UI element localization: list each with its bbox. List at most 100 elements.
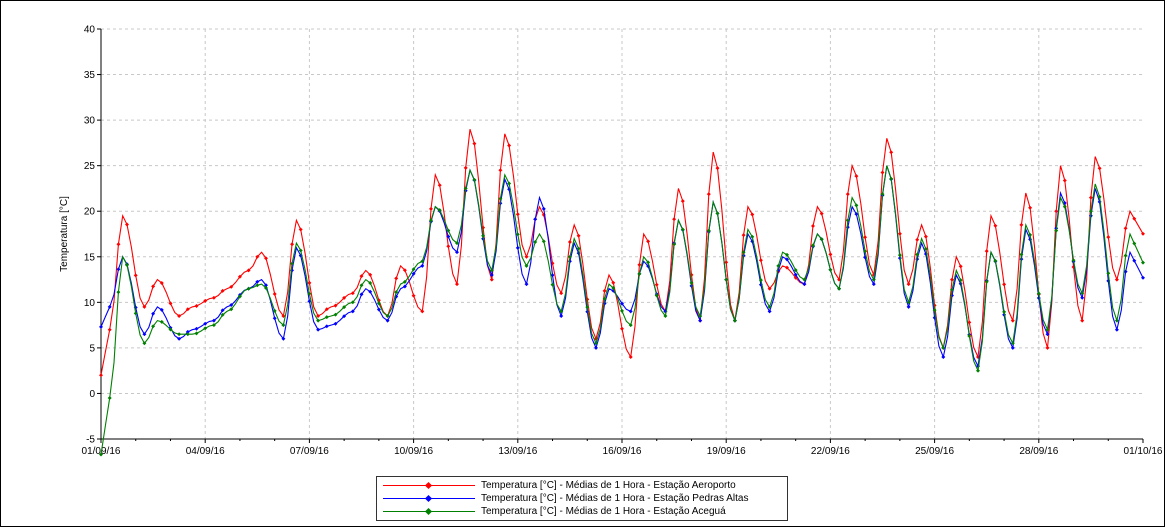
data-point [915, 252, 920, 257]
data-point [698, 318, 703, 323]
data-point [133, 311, 138, 316]
data-point [732, 318, 737, 323]
data-point [394, 290, 399, 295]
data-point [1106, 235, 1111, 240]
data-point [194, 304, 199, 308]
data-point [1002, 309, 1007, 314]
data-point [107, 327, 112, 332]
x-tick-label: 13/09/16 [498, 446, 537, 457]
data-point [654, 282, 659, 287]
data-point [116, 242, 121, 247]
data-point [1097, 194, 1102, 199]
data-point [854, 174, 859, 179]
data-point [203, 326, 208, 331]
x-axis-ticks: 01/09/16 04/09/16 07/09/16 10/09/16 13/09/16… [82, 439, 1163, 457]
data-point [290, 242, 295, 247]
data-point [203, 321, 208, 326]
data-point [1028, 205, 1033, 210]
legend-swatch-marker [424, 481, 433, 490]
x-tick-label: 25/09/16 [915, 446, 954, 457]
data-point [489, 277, 494, 282]
y-axis-label: Temperatura [°C] [59, 196, 70, 272]
data-point [472, 141, 477, 146]
data-point [1028, 232, 1033, 237]
data-point [594, 345, 598, 350]
data-point [1062, 178, 1067, 183]
data-point [524, 282, 529, 287]
data-point [446, 244, 451, 249]
data-point [237, 274, 242, 279]
data-point [211, 295, 216, 300]
data-point [429, 218, 433, 223]
data-point [507, 143, 512, 148]
data-point [1045, 345, 1050, 350]
data-point [1097, 166, 1102, 171]
y-axis-ticks: -5 0 5 10 15 20 25 30 35 40 [84, 25, 101, 446]
data-point [1123, 253, 1128, 258]
legend-item-acegua: Temperatura [°C] - Médias de 1 Hora - Es… [377, 505, 787, 518]
y-tick-label: 15 [84, 252, 96, 263]
x-tick-label: 07/09/16 [290, 446, 329, 457]
x-tick-label: 16/09/16 [603, 446, 642, 457]
y-tick-label: 40 [84, 25, 96, 36]
data-point [524, 263, 529, 268]
data-point [99, 324, 103, 329]
data-point [811, 243, 815, 248]
data-point [402, 268, 407, 273]
legend-swatch-marker [424, 507, 433, 516]
data-point [194, 331, 199, 336]
data-point [237, 294, 242, 299]
data-point [463, 165, 468, 170]
data-point [272, 292, 277, 296]
data-point [533, 217, 538, 222]
data-point [472, 177, 477, 182]
data-point [420, 263, 425, 268]
data-point [741, 233, 746, 238]
data-point [541, 206, 546, 211]
data-point [211, 323, 216, 328]
data-point [906, 282, 911, 287]
data-point [142, 332, 147, 337]
data-point [463, 186, 468, 191]
data-point [1088, 209, 1093, 214]
data-point [1132, 258, 1137, 263]
data-point [976, 368, 980, 373]
data-point [125, 222, 129, 227]
data-point [672, 242, 677, 247]
x-tick-label: 28/09/16 [1019, 446, 1058, 457]
data-point [376, 307, 381, 312]
data-point [272, 308, 277, 313]
data-point [455, 241, 459, 246]
data-point [1141, 275, 1145, 280]
data-point [168, 301, 173, 306]
data-point [324, 307, 329, 312]
y-tick-label: 35 [84, 70, 96, 81]
x-tick-label: 19/09/16 [707, 446, 746, 457]
data-point [411, 293, 416, 298]
data-point [889, 150, 894, 155]
data-point [993, 223, 998, 228]
data-point [411, 267, 416, 272]
data-point [923, 247, 928, 251]
data-point [515, 212, 520, 217]
data-point [637, 271, 642, 276]
data-point [620, 326, 624, 331]
data-point [567, 240, 572, 244]
data-point [255, 254, 260, 259]
data-point [1132, 216, 1137, 221]
data-point [941, 355, 946, 359]
data-point [620, 308, 624, 313]
y-tick-label: 10 [84, 298, 96, 309]
series-2 [99, 165, 1145, 457]
data-point [1132, 241, 1137, 246]
x-tick-label: 10/09/16 [394, 446, 433, 457]
data-point [324, 324, 329, 329]
data-point [715, 211, 720, 216]
data-point [350, 291, 355, 296]
data-point [333, 312, 338, 317]
data-point [524, 254, 529, 259]
data-point [880, 170, 885, 175]
data-point [889, 176, 894, 181]
data-point [897, 231, 902, 236]
